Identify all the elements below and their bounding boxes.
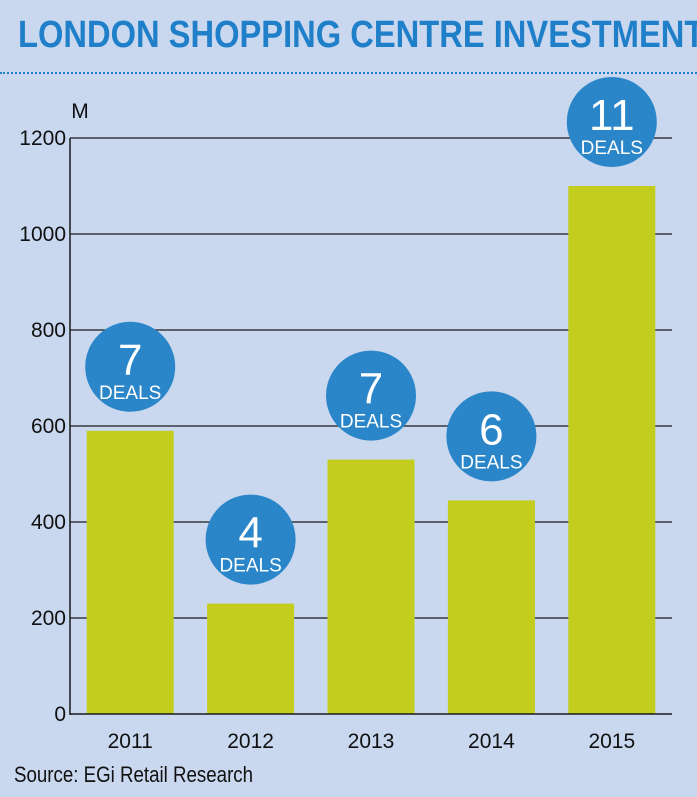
bar-2012 bbox=[207, 603, 295, 714]
x-tick-label: 2011 bbox=[108, 730, 153, 753]
y-tick-label: 200 bbox=[31, 607, 66, 630]
bubble-deal-count: 11 bbox=[589, 91, 635, 140]
bar-2011 bbox=[86, 430, 174, 714]
x-tick-label: 2013 bbox=[348, 730, 395, 753]
bubble-circle bbox=[326, 350, 416, 441]
bars bbox=[86, 186, 656, 714]
y-tick-label: 600 bbox=[31, 415, 66, 438]
source-note: Source: EGi Retail Research bbox=[14, 762, 254, 787]
bubble-deal-count: 7 bbox=[118, 336, 142, 385]
title-divider bbox=[0, 72, 697, 74]
x-tick-label: 2012 bbox=[227, 730, 274, 753]
y-tick-label: 400 bbox=[31, 511, 66, 534]
y-tick-label: 0 bbox=[54, 703, 66, 726]
bar-2015 bbox=[568, 186, 656, 714]
y-unit-label: M bbox=[71, 100, 89, 123]
bubble-deal-count: 7 bbox=[359, 365, 383, 414]
y-tick-label: 800 bbox=[31, 319, 66, 342]
bubble-deal-label: DEALS bbox=[219, 556, 281, 577]
bubble-deal-label: DEALS bbox=[460, 452, 522, 473]
bubble-circle bbox=[85, 321, 176, 412]
bubble-circle bbox=[446, 391, 537, 482]
bubble-deal-label: DEALS bbox=[340, 412, 402, 433]
bubble-deal-count: 4 bbox=[238, 509, 262, 558]
bubble-deal-count: 6 bbox=[479, 405, 503, 454]
bubble-circle bbox=[566, 77, 657, 167]
bar-2013 bbox=[327, 459, 415, 714]
chart-title: LONDON SHOPPING CENTRE INVESTMENT bbox=[18, 14, 697, 56]
y-tick-label: 1200 bbox=[19, 127, 66, 150]
bar-2014 bbox=[447, 500, 535, 714]
y-tick-label: 1000 bbox=[19, 223, 66, 246]
axes bbox=[69, 138, 672, 715]
x-tick-label: 2015 bbox=[588, 730, 635, 753]
bubble-deal-label: DEALS bbox=[99, 383, 161, 404]
bubble-deal-label: DEALS bbox=[581, 138, 643, 159]
x-tick-label: 2014 bbox=[468, 730, 515, 753]
bubble-circle bbox=[205, 494, 296, 585]
